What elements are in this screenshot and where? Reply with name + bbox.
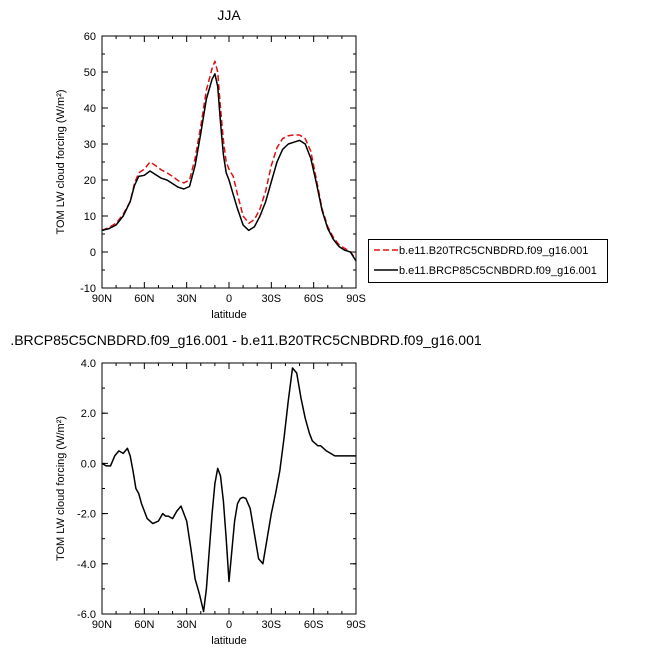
x-tick-label: 90S [346,293,366,305]
y-tick-label: 30 [84,139,96,151]
chart-title: JJA [217,7,241,23]
y-tick-label: -4.0 [77,559,96,571]
series-line-1 [101,73,357,262]
x-tick-label: 30S [262,293,282,305]
y-axis-label: TOM LW cloud forcing (W/m²) [55,416,67,561]
x-tick-label: 0 [226,293,232,305]
x-axis-label: latitude [211,309,246,321]
x-tick-label: 30N [177,619,197,631]
legend-swatch-solid-black [374,269,398,271]
x-tick-label: 30N [177,293,197,305]
legend-label-rcp85: b.e11.BRCP85C5CNBDRD.f09_g16.001 [399,265,597,277]
x-axis-label: latitude [211,635,246,647]
y-tick-label: -10 [80,283,96,295]
x-tick-label: 60N [134,619,154,631]
series-line-0 [101,60,357,260]
y-tick-label: 4.0 [81,358,96,370]
y-tick-label: 0 [90,247,96,259]
y-tick-label: 60 [84,31,96,43]
x-tick-label: 60N [134,293,154,305]
legend-entry-rcp85: b.e11.BRCP85C5CNBDRD.f09_g16.001 [369,262,607,282]
y-tick-label: 40 [84,103,96,115]
legend-label-historical: b.e11.B20TRC5CNBDRD.f09_g16.001 [399,245,589,257]
legend-swatch-dashed-red [374,249,398,251]
y-tick-label: -2.0 [77,509,96,521]
x-tick-label: 0 [226,619,232,631]
series-line-0 [101,367,356,613]
y-tick-label: 10 [84,211,96,223]
plot-frame [101,35,357,289]
x-tick-label: 90N [92,293,112,305]
y-axis-label: TOM LW cloud forcing (W/m²) [55,89,67,234]
top-panel: JJA 90N 60N 30N 0 30S 60S 90S -10 0 10 20 30 40 50 60 la… [55,7,366,321]
y-tick-label: 0.0 [81,458,96,470]
legend-entry-historical: b.e11.B20TRC5CNBDRD.f09_g16.001 [369,242,607,262]
y-tick-label: 20 [84,175,96,187]
x-tick-label: 90S [346,619,366,631]
y-tick-label: -6.0 [77,609,96,621]
y-tick-label: 50 [84,67,96,79]
bottom-panel: .BRCP85C5CNBDRD.f09_g16.001 - b.e11.B20T… [10,332,482,647]
x-tick-label: 60S [304,619,324,631]
y-tick-label: 2.0 [81,408,96,420]
chart-title: .BRCP85C5CNBDRD.f09_g16.001 - b.e11.B20T… [10,332,482,348]
legend: b.e11.B20TRC5CNBDRD.f09_g16.001 b.e11.BR… [368,239,608,283]
x-tick-label: 60S [304,293,324,305]
x-tick-label: 30S [262,619,282,631]
x-tick-label: 90N [92,619,112,631]
